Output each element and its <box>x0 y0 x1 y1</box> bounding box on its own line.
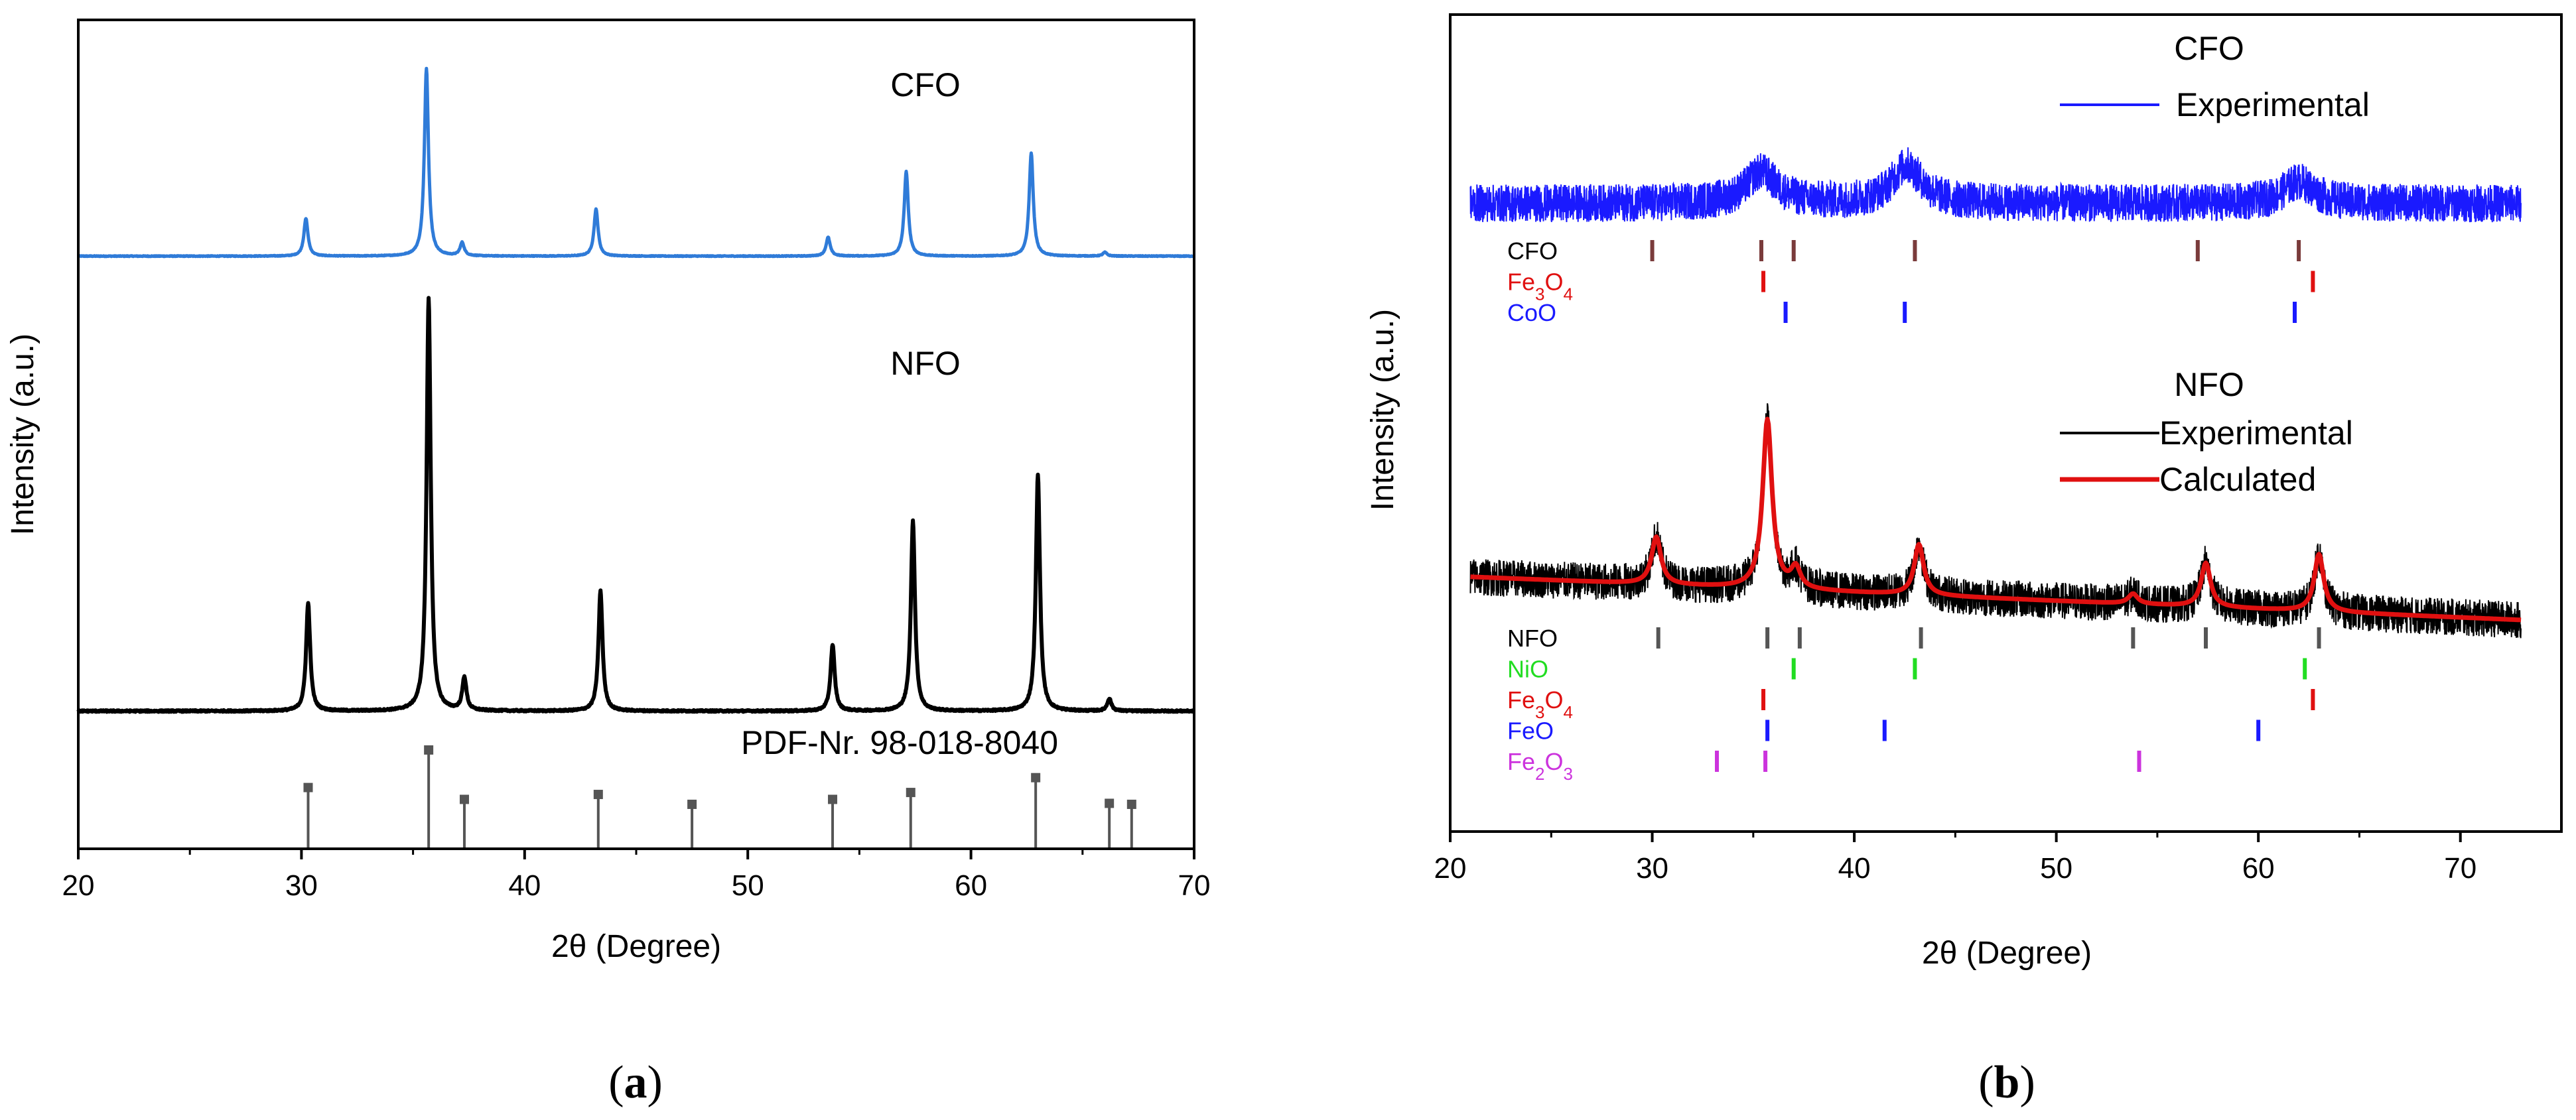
panel-a-reference-marker <box>1126 799 1136 809</box>
panel-a-plot-area <box>76 66 1196 849</box>
panel-b-nfo-title: NFO <box>2174 366 2244 403</box>
panel-a-x-tick-label: 20 <box>62 869 95 902</box>
panel-b-label: (b) <box>1978 1057 2035 1108</box>
panel-b: 20 30 40 50 60 70 2θ (Degree) Intensity (a.u.… <box>1365 13 2563 1108</box>
panel-a-reference-marker <box>593 790 603 800</box>
panel-a-cfo-trace <box>77 66 1195 259</box>
panel-b-phase-label: Fe2O3 <box>1507 748 1573 784</box>
panel-a-x-axis-title: 2θ (Degree) <box>551 929 721 964</box>
panel-b-phase-label: CoO <box>1507 299 1556 326</box>
panel-a-x-tick-label: 70 <box>1178 869 1211 902</box>
panel-b-x-tick-label: 30 <box>1636 852 1668 885</box>
panel-a-x-tick-label: 60 <box>955 869 987 902</box>
panel-b-frame <box>1449 13 2563 833</box>
panel-b-x-axis-title: 2θ (Degree) <box>1922 936 2092 971</box>
panel-a-x-tick-label: 50 <box>732 869 764 902</box>
panel-a-reference-marker <box>1031 773 1041 782</box>
panel-b-phase-label: FeO <box>1507 717 1554 745</box>
panel-a-nfo-trace <box>76 296 1196 714</box>
panel-b-cfo-legend-label: Experimental <box>2176 86 2370 123</box>
panel-a-reference-marker <box>424 745 434 755</box>
panel-a-x-tick-label: 40 <box>508 869 541 902</box>
panel-a-reference-label: PDF-Nr. 98-018-8040 <box>741 724 1058 761</box>
panel-b-cfo-title: CFO <box>2174 30 2244 67</box>
panel-a-reference-marker <box>906 788 915 798</box>
panel-a-series-label-cfo: CFO <box>890 66 961 103</box>
panel-b-phase-label: Fe3O4 <box>1507 686 1573 722</box>
panel-b-phase-label: NiO <box>1507 656 1548 683</box>
panel-a-label: (a) <box>608 1057 663 1108</box>
panel-b-x-tick-label: 40 <box>1838 852 1871 885</box>
panel-b-nfo-legend-label: Experimental <box>2159 414 2353 452</box>
panel-a-series-label-nfo: NFO <box>890 345 961 382</box>
panel-b-y-axis-title: Intensity (a.u.) <box>1365 309 1400 511</box>
panel-a-letter: a <box>624 1057 647 1108</box>
panel-a-x-axis: 20 30 40 50 60 70 <box>62 849 1211 902</box>
panel-b-x-tick-label: 70 <box>2444 852 2476 885</box>
panel-b-x-axis: 20 30 40 50 60 70 <box>1434 832 2476 885</box>
panel-b-x-tick-label: 60 <box>2242 852 2275 885</box>
panel-b-letter: b <box>1994 1057 2020 1108</box>
panel-b-x-tick-label: 20 <box>1434 852 1467 885</box>
panel-b-phase-label: Fe3O4 <box>1507 269 1573 304</box>
panel-b-plot-area <box>1469 147 2523 639</box>
panel-b-nfo-calculated-trace <box>1469 416 2523 623</box>
panel-a-x-tick-label: 30 <box>285 869 318 902</box>
panel-a-reference-marker <box>828 794 838 804</box>
panel-a: 20 30 40 50 60 70 2θ (Degree) Intensity (a.u.… <box>5 19 1211 1108</box>
panel-a-reference-marker <box>303 782 313 792</box>
panel-b-fit-legend-label: Calculated <box>2159 461 2316 498</box>
panel-a-reference-marker <box>687 799 697 809</box>
panel-a-y-axis-title: Intensity (a.u.) <box>5 334 40 535</box>
panel-b-phase-label: CFO <box>1507 237 1558 265</box>
panel-a-reference-marker <box>1105 798 1115 808</box>
panel-b-x-tick-label: 50 <box>2040 852 2072 885</box>
panel-b-phase-label: NFO <box>1507 625 1558 652</box>
panel-b-cfo-experimental-trace <box>1469 147 2522 223</box>
panel-a-reference-marker <box>459 794 469 804</box>
